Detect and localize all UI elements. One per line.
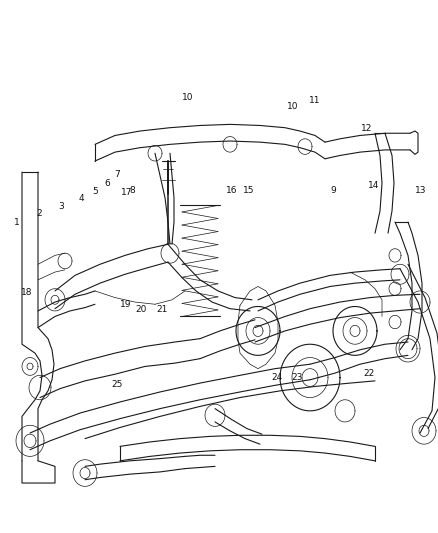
Text: 8: 8 bbox=[129, 187, 135, 195]
Text: 24: 24 bbox=[271, 373, 283, 382]
Text: 12: 12 bbox=[361, 125, 373, 133]
Text: 18: 18 bbox=[21, 288, 32, 296]
Text: 6: 6 bbox=[104, 180, 110, 188]
Text: 19: 19 bbox=[120, 301, 132, 309]
Text: 10: 10 bbox=[287, 102, 298, 111]
Text: 2: 2 bbox=[37, 209, 42, 217]
Text: 14: 14 bbox=[367, 181, 379, 190]
Text: 25: 25 bbox=[112, 381, 123, 389]
Text: 5: 5 bbox=[92, 188, 99, 196]
Text: 3: 3 bbox=[58, 203, 64, 211]
Text: 13: 13 bbox=[415, 187, 426, 195]
Text: 21: 21 bbox=[156, 305, 168, 313]
Text: 7: 7 bbox=[114, 171, 120, 179]
Text: 22: 22 bbox=[363, 369, 374, 377]
Text: 1: 1 bbox=[14, 219, 20, 227]
Text: 17: 17 bbox=[121, 189, 133, 197]
Text: 20: 20 bbox=[135, 305, 147, 313]
Text: 15: 15 bbox=[243, 187, 254, 195]
Text: 4: 4 bbox=[78, 194, 84, 203]
Text: 16: 16 bbox=[226, 187, 238, 195]
Text: 9: 9 bbox=[330, 187, 336, 195]
Text: 10: 10 bbox=[182, 93, 193, 101]
Text: 11: 11 bbox=[309, 96, 320, 104]
Text: 23: 23 bbox=[291, 373, 303, 382]
